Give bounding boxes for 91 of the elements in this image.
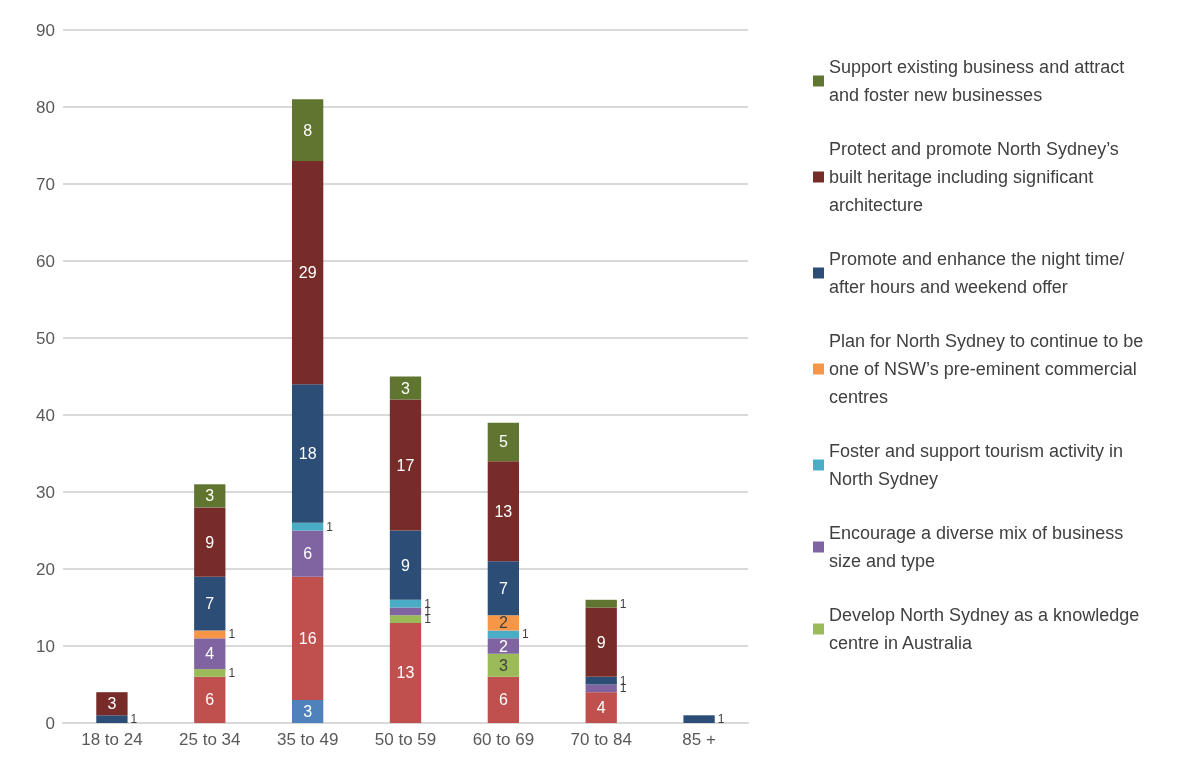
legend-label: Develop North Sydney as a knowledge centre in Australia	[829, 605, 1145, 653]
bar	[389, 376, 422, 400]
bar	[585, 607, 617, 677]
y-tick-label: 50	[36, 328, 55, 348]
data-label: 8	[303, 121, 313, 139]
data-label: 2	[498, 614, 508, 632]
bar	[96, 692, 128, 716]
bar	[291, 99, 324, 161]
bar	[389, 615, 422, 623]
bar	[585, 676, 617, 685]
data-label: 3	[498, 656, 508, 674]
data-label: 1	[130, 712, 138, 727]
y-tick-label: 60	[36, 251, 55, 271]
bar	[194, 669, 226, 677]
x-tick-label: 18 to 24	[81, 730, 143, 749]
data-label: 1	[228, 627, 236, 642]
y-tick-label: 70	[36, 174, 55, 194]
legend-label: Promote and enhance the night time/after hours and weekend offer	[829, 249, 1125, 297]
data-label: 1	[228, 665, 236, 680]
bar	[585, 599, 617, 608]
legend-label: Protect and promote North Sydney’s built heritage including significant architecture	[829, 139, 1124, 215]
bar	[487, 676, 520, 723]
bar	[487, 561, 520, 616]
data-label: 9	[205, 533, 215, 551]
bar	[389, 399, 422, 531]
data-label: 9	[596, 633, 606, 651]
data-label: 29	[298, 264, 317, 282]
bar	[194, 630, 226, 639]
data-label: 4	[596, 699, 606, 717]
x-tick-label: 50 to 59	[374, 730, 437, 749]
x-tick-label: 35 to 49	[276, 730, 339, 749]
bar	[291, 384, 324, 523]
bar	[487, 615, 520, 631]
bar	[585, 684, 617, 693]
bar	[487, 461, 520, 562]
data-label: 7	[205, 595, 215, 613]
bar	[389, 607, 422, 616]
legend-label: Encourage a diverse mix of business size and type	[829, 523, 1129, 571]
bar	[291, 160, 324, 385]
bar	[487, 630, 520, 639]
data-label: 1	[619, 596, 627, 611]
data-label: 4	[205, 645, 215, 663]
bar	[585, 692, 617, 723]
bar	[96, 715, 128, 723]
y-tick-label: 10	[36, 636, 55, 656]
bar	[487, 653, 520, 677]
bar	[194, 676, 226, 723]
data-label: 1	[522, 627, 530, 642]
x-tick-label: 85 +	[682, 730, 716, 749]
data-label: 16	[298, 629, 317, 647]
legend-label: Plan for North Sydney to continue to be one of NSW’s pre-eminent commercial centres	[829, 331, 1149, 407]
data-label: 3	[401, 379, 411, 397]
x-tick-label: 25 to 34	[179, 730, 241, 749]
data-label: 2	[498, 637, 508, 655]
bar	[487, 638, 520, 654]
data-label: 3	[303, 702, 313, 720]
x-tick-label: 70 to 84	[570, 730, 632, 749]
data-label: 1	[717, 712, 725, 727]
bar	[389, 599, 422, 608]
bar	[389, 622, 422, 723]
bar	[487, 422, 520, 462]
bar	[291, 522, 324, 531]
y-tick-label: 30	[36, 482, 55, 502]
data-label: 17	[396, 456, 415, 474]
data-label: 13	[396, 664, 415, 682]
bar	[389, 530, 422, 600]
data-label: 7	[498, 579, 508, 597]
data-label: 6	[205, 691, 215, 709]
bar	[291, 530, 324, 577]
data-label: 13	[494, 502, 513, 520]
data-label: 3	[205, 487, 215, 505]
data-label: 3	[107, 695, 117, 713]
x-tick-label: 60 to 69	[472, 730, 535, 749]
data-label: 5	[498, 433, 508, 451]
legend-label: Foster and support tourism activity in North Sydney	[829, 441, 1129, 489]
legend-label: Support existing business and attract and foster new businesses	[829, 57, 1130, 105]
data-label: 6	[498, 691, 508, 709]
bar	[291, 576, 324, 700]
bar	[194, 638, 226, 670]
bar	[683, 715, 715, 723]
data-label: 9	[401, 556, 411, 574]
y-tick-label: 0	[45, 713, 55, 733]
data-label: 18	[298, 445, 317, 462]
bar	[194, 576, 226, 631]
data-label: 6	[303, 545, 313, 563]
data-label: 1	[326, 519, 334, 534]
y-tick-label: 80	[36, 97, 55, 117]
y-tick-label: 90	[36, 20, 55, 40]
y-tick-label: 20	[36, 559, 55, 579]
y-tick-label: 40	[36, 405, 55, 425]
bar	[194, 507, 226, 577]
